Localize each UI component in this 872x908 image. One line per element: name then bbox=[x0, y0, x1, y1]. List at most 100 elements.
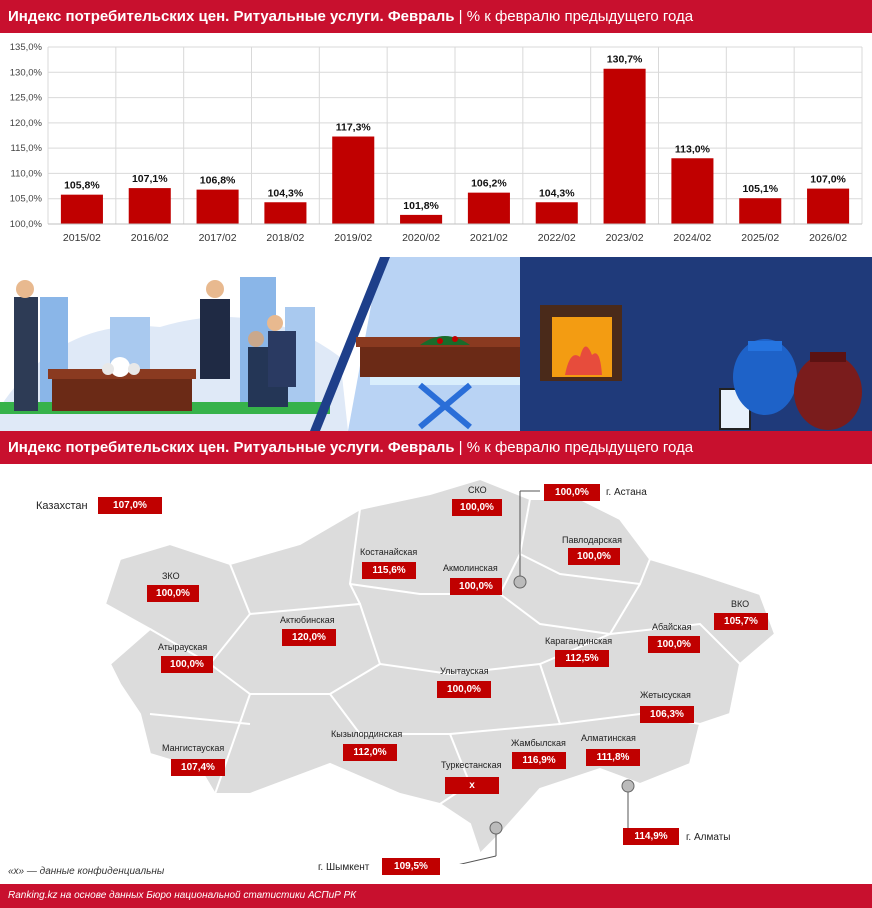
city-value-almaty: 114,9% bbox=[623, 828, 679, 845]
region-value-ulytau: 100,0% bbox=[437, 681, 491, 698]
x-tick-label: 2018/02 bbox=[266, 232, 304, 244]
y-tick-label: 100,0% bbox=[10, 219, 43, 230]
x-tick-label: 2020/02 bbox=[402, 232, 440, 244]
bar-value-label: 101,8% bbox=[403, 200, 439, 212]
x-tick-label: 2023/02 bbox=[606, 232, 644, 244]
region-name-kyzylorda: Кызылординская bbox=[331, 729, 403, 739]
region-name-almaty-oblast: Алматинская bbox=[581, 733, 636, 743]
x-tick-label: 2019/02 bbox=[334, 232, 372, 244]
bar bbox=[60, 194, 103, 224]
region-name-turkestan: Туркестанская bbox=[441, 760, 502, 770]
x-tick-label: 2026/02 bbox=[809, 232, 847, 244]
bar-chart: 100,0% 105,0% 110,0% 115,0% 120,0% 125,0% 130,… bbox=[10, 42, 863, 244]
almaty-marker bbox=[621, 779, 635, 793]
bar bbox=[196, 189, 239, 224]
region-name-ulytau: Улытауская bbox=[440, 666, 489, 676]
bar bbox=[332, 136, 375, 224]
region-name-mangystau: Мангистауская bbox=[162, 743, 225, 753]
region-name-vko: ВКО bbox=[731, 599, 750, 609]
bar bbox=[264, 202, 307, 224]
bar bbox=[671, 158, 714, 224]
region-value-aktobe: 120,0% bbox=[282, 629, 336, 646]
x-tick-label: 2017/02 bbox=[199, 232, 237, 244]
x-tick-label: 2024/02 bbox=[673, 232, 711, 244]
kazakhstan-map bbox=[103, 477, 777, 864]
region-value-mangystau: 107,4% bbox=[171, 759, 225, 776]
bar-value-label: 113,0% bbox=[675, 143, 711, 155]
region-name-zhambyl: Жамбылская bbox=[511, 738, 566, 748]
kz-value: 107,0% bbox=[98, 497, 162, 514]
region-value-zhambyl: 116,9% bbox=[512, 752, 566, 769]
x-tick-label: 2025/02 bbox=[741, 232, 779, 244]
chart-header: Индекс потребительских цен. Ритуальные у… bbox=[0, 0, 872, 33]
bar bbox=[739, 198, 782, 224]
bar bbox=[400, 214, 443, 224]
source-footer: Ranking.kz на основе данных Бюро национа… bbox=[0, 884, 872, 908]
kz-name: Казахстан bbox=[36, 500, 88, 512]
region-name-zhetysu: Жетысуская bbox=[640, 690, 691, 700]
bar-value-label: 117,3% bbox=[336, 122, 372, 134]
bar bbox=[807, 188, 850, 224]
chart-separator: | bbox=[458, 8, 463, 25]
y-tick-label: 115,0% bbox=[10, 143, 42, 154]
region-value-karaganda: 112,5% bbox=[555, 650, 609, 667]
y-tick-label: 110,0% bbox=[10, 168, 42, 179]
bar bbox=[603, 68, 646, 224]
region-name-aktobe: Актюбинская bbox=[280, 615, 335, 625]
bar-value-label: 106,8% bbox=[200, 175, 236, 187]
city-name-almaty: г. Алматы bbox=[686, 832, 731, 843]
bar-value-label: 107,0% bbox=[810, 174, 846, 186]
map-header: Индекс потребительских цен. Ритуальные у… bbox=[0, 431, 872, 464]
region-value-pavlodar: 100,0% bbox=[568, 548, 620, 565]
region-value-sko: 100,0% bbox=[452, 499, 502, 516]
bar bbox=[535, 202, 578, 224]
region-name-akmola: Акмолинская bbox=[443, 563, 498, 573]
map-subtitle: % к февралю предыдущего года bbox=[466, 439, 694, 456]
bar-value-label: 107,1% bbox=[132, 173, 168, 185]
y-tick-label: 105,0% bbox=[10, 194, 43, 205]
funeral-illustration bbox=[0, 257, 872, 431]
region-value-vko: 105,7% bbox=[714, 613, 768, 630]
bar-value-label: 105,1% bbox=[742, 183, 778, 195]
y-tick-label: 125,0% bbox=[10, 93, 43, 104]
region-name-pavlodar: Павлодарская bbox=[562, 535, 622, 545]
shymkent-marker bbox=[489, 821, 503, 835]
y-tick-label: 120,0% bbox=[10, 118, 43, 129]
region-name-atyrau: Атырауская bbox=[158, 642, 208, 652]
region-value-akmola: 100,0% bbox=[450, 578, 502, 595]
confidential-note: «х» — данные конфиденциальны bbox=[8, 866, 165, 877]
bar-value-label: 106,2% bbox=[471, 178, 507, 190]
region-value-kyzylorda: 112,0% bbox=[343, 744, 397, 761]
map-separator: | bbox=[458, 439, 463, 456]
chart-title: Индекс потребительских цен. Ритуальные у… bbox=[8, 8, 455, 25]
city-value-astana: 100,0% bbox=[544, 484, 600, 501]
bar-value-label: 104,3% bbox=[539, 187, 575, 199]
chart-subtitle: % к февралю предыдущего года bbox=[466, 8, 694, 25]
region-value-turkestan: x bbox=[445, 777, 499, 794]
region-name-kostanay: Костанайская bbox=[360, 547, 418, 557]
bar-value-label: 104,3% bbox=[268, 187, 304, 199]
region-name-karaganda: Карагандинская bbox=[545, 636, 613, 646]
region-borders bbox=[149, 498, 741, 805]
x-tick-label: 2015/02 bbox=[63, 232, 101, 244]
map-title: Индекс потребительских цен. Ритуальные у… bbox=[8, 439, 455, 456]
y-tick-label: 130,0% bbox=[10, 67, 43, 78]
x-tick-label: 2022/02 bbox=[538, 232, 576, 244]
region-value-zhetysu: 106,3% bbox=[640, 706, 694, 723]
bar-value-label: 105,8% bbox=[64, 180, 100, 192]
city-value-shymkent: 109,5% bbox=[382, 858, 440, 875]
region-value-atyrau: 100,0% bbox=[161, 656, 213, 673]
region-value-abai: 100,0% bbox=[648, 636, 700, 653]
x-tick-label: 2016/02 bbox=[131, 232, 169, 244]
astana-marker bbox=[513, 575, 527, 589]
bar bbox=[467, 192, 510, 224]
region-name-zko: ЗКО bbox=[162, 571, 180, 581]
region-name-abai: Абайская bbox=[652, 622, 692, 632]
y-tick-label: 135,0% bbox=[10, 42, 43, 53]
x-tick-label: 2021/02 bbox=[470, 232, 508, 244]
region-value-kostanay: 115,6% bbox=[362, 562, 416, 579]
bar bbox=[128, 188, 171, 224]
region-value-zko: 100,0% bbox=[147, 585, 199, 602]
bar-value-label: 130,7% bbox=[607, 54, 643, 66]
region-value-almaty-oblast: 111,8% bbox=[586, 749, 640, 766]
